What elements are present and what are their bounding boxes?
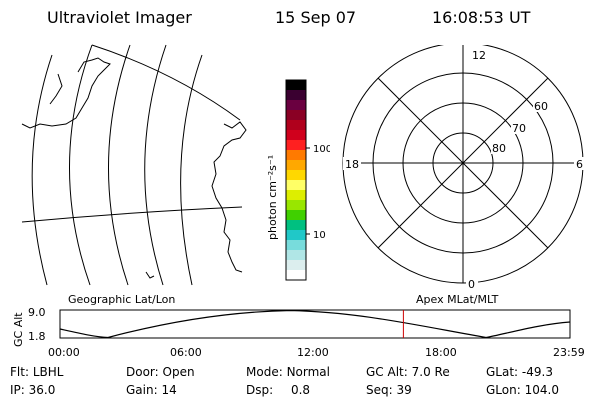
mlt-label-top: 12 (472, 49, 486, 62)
lat-arc (180, 54, 203, 286)
label-bg (343, 157, 361, 170)
lon-line (21, 206, 243, 223)
lat-arc (31, 54, 53, 286)
coastline-segment (49, 73, 63, 105)
colorbar-cell (286, 150, 306, 161)
geographic-caption: Geographic Lat/Lon (68, 293, 176, 306)
colorbar-cell (286, 260, 306, 271)
info-gain: Gain: 14 (126, 383, 177, 397)
colorbar-cell (286, 230, 306, 241)
strip-frame (59, 309, 571, 339)
colorbar-cell (286, 140, 306, 151)
colorbar-cell (286, 180, 306, 191)
coastline-segment (21, 57, 111, 129)
strip-xtick: 12:00 (297, 346, 329, 359)
lat-label-60: 60 (534, 100, 548, 113)
info-mode: Mode: Normal (246, 365, 330, 379)
colorbar-cell (286, 240, 306, 251)
colorbar-unit-label: photon cm⁻²s⁻¹ (266, 155, 279, 240)
info-seq: Seq: 39 (366, 383, 412, 397)
instrument-title: Ultraviolet Imager (47, 8, 192, 27)
colorbar-cell (286, 200, 306, 211)
strip-xtick: 23:59 (553, 346, 585, 359)
mlt-label-left: 18 (345, 158, 359, 171)
strip-ytick-bottom: 1.8 (28, 330, 46, 343)
colorbar-gradient (286, 80, 306, 281)
colorbar-cell (286, 170, 306, 181)
lat-arc (69, 44, 93, 286)
label-bg (574, 157, 586, 170)
info-dsp: Dsp: 0.8 (246, 383, 311, 397)
colorbar-cell (286, 110, 306, 121)
svg-text:photon cm⁻²s⁻¹: photon cm⁻²s⁻¹ (266, 155, 279, 240)
label-bg (511, 121, 529, 134)
label-bg (470, 48, 486, 61)
geographic-map (21, 44, 247, 286)
coastline-segment (145, 271, 155, 279)
colorbar-cell (286, 190, 306, 201)
mlt-line-diagonal (377, 77, 549, 249)
colorbar-cell (286, 210, 306, 221)
strip-xtick: 06:00 (170, 346, 202, 359)
lat-label-80: 80 (492, 142, 506, 155)
info-glon: GLon: 104.0 (486, 383, 559, 397)
mlt-label-bottom: 0 (468, 278, 475, 290)
strip-xtick: 00:00 (48, 346, 80, 359)
label-bg (533, 99, 551, 112)
info-filter: Flt: LBHL (10, 365, 64, 379)
colorbar-frame (285, 79, 307, 281)
label-bg (466, 277, 478, 290)
coastline-segment (211, 121, 247, 273)
colorbar-cell (286, 80, 306, 91)
colorbar-cell (286, 130, 306, 141)
colorbar-cell (286, 90, 306, 101)
strip-ylabel: GC Alt (12, 312, 25, 347)
longitude-lines (21, 44, 243, 223)
strip-xtick: 18:00 (425, 346, 457, 359)
apex-caption: Apex MLat/MLT (416, 293, 499, 306)
lat-arc (108, 44, 131, 286)
lon-line (91, 44, 241, 121)
coastline (21, 57, 247, 279)
info-gc-alt: GC Alt: 7.0 Re (366, 365, 450, 379)
lat-arc (144, 44, 167, 286)
colorbar-cell (286, 120, 306, 131)
label-bg (491, 141, 509, 154)
colorbar-cell (286, 250, 306, 261)
info-ip: IP: 36.0 (10, 383, 56, 397)
info-door: Door: Open (126, 365, 195, 379)
colorbar-cell (286, 270, 306, 281)
strip-ytick-top: 9.0 (28, 306, 46, 319)
colorbar: 100 10 (285, 79, 330, 281)
latitude-arcs (31, 44, 203, 286)
colorbar-cell (286, 100, 306, 111)
lat-label-70: 70 (512, 122, 526, 135)
mlt-label-right: 6 (576, 158, 583, 171)
info-glat: GLat: -49.3 (486, 365, 553, 379)
altitude-strip: GC Alt 9.0 1.8 (12, 306, 571, 347)
colorbar-cell (286, 220, 306, 231)
colorbar-tick-label: 100 (313, 144, 330, 155)
altitude-curve (59, 309, 571, 339)
colorbar-cell (286, 160, 306, 171)
time-label: 16:08:53 UT (432, 8, 531, 27)
polar-plot: 12 6 0 18 60 70 80 (342, 45, 586, 290)
colorbar-tick-label: 10 (313, 230, 326, 241)
date-label: 15 Sep 07 (275, 8, 357, 27)
